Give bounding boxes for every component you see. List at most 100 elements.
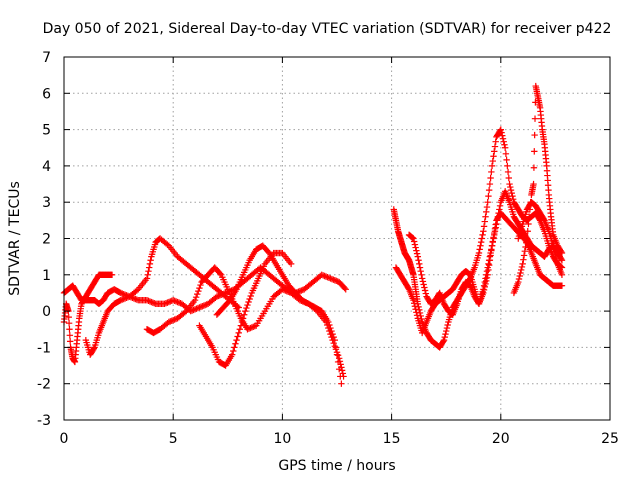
- data-point-interp: [558, 255, 565, 263]
- data-point-interp: [412, 306, 419, 313]
- data-point-interp: [145, 264, 153, 271]
- data-point-interp: [216, 270, 224, 277]
- data-point-interp: [248, 324, 256, 331]
- data-point: [327, 275, 334, 282]
- y-tick-label: 0: [42, 304, 51, 320]
- data-point-interp: [466, 270, 473, 278]
- series-pass-f: [213, 242, 345, 387]
- data-point-interp: [481, 218, 488, 225]
- data-point: [242, 307, 249, 315]
- data-point-interp: [175, 299, 183, 306]
- x-tick-label: 0: [60, 431, 69, 447]
- data-point: [515, 278, 522, 286]
- data-point-interp: [164, 241, 171, 248]
- data-point: [480, 228, 487, 235]
- data-point: [117, 297, 124, 304]
- data-point-interp: [194, 290, 201, 298]
- data-point-interp: [329, 330, 336, 338]
- data-point-interp: [334, 352, 342, 359]
- data-point-interp: [419, 278, 427, 285]
- data-point-interp: [551, 248, 558, 256]
- data-point-interp: [552, 254, 560, 262]
- series-pass-i: [405, 188, 566, 318]
- data-point-interp: [332, 344, 340, 351]
- data-point-interp: [145, 267, 152, 275]
- data-point-interp: [485, 257, 493, 264]
- data-point-interp: [165, 298, 173, 306]
- x-tick-label: 5: [169, 431, 178, 447]
- data-point: [418, 275, 426, 282]
- data-point: [550, 242, 557, 249]
- data-point-interp: [202, 301, 209, 309]
- data-point-interp: [238, 318, 246, 326]
- data-point-interp: [483, 271, 490, 278]
- x-axis-label: GPS time / hours: [278, 458, 395, 474]
- data-point: [558, 249, 566, 257]
- data-point: [410, 235, 417, 242]
- series-pass-b: [60, 271, 116, 366]
- data-point-interp: [171, 297, 178, 305]
- data-point: [484, 264, 491, 271]
- data-point: [279, 286, 286, 293]
- data-point-interp: [479, 231, 486, 239]
- data-point-interp: [441, 333, 448, 341]
- series-pass-e: [196, 249, 295, 369]
- data-point: [287, 260, 295, 268]
- data-point: [318, 271, 325, 278]
- data-point-interp: [411, 241, 419, 248]
- data-point: [480, 286, 487, 293]
- data-point-interp: [239, 315, 247, 322]
- data-point-interp: [507, 186, 515, 194]
- data-point-interp: [328, 327, 335, 335]
- data-point-interp: [130, 295, 138, 302]
- data-point-interp: [421, 284, 428, 291]
- y-tick-label: 1: [42, 268, 51, 284]
- y-tick-label: -1: [37, 340, 51, 356]
- data-point-interp: [504, 168, 512, 176]
- data-point-interp: [335, 365, 343, 373]
- y-tick-label: 4: [42, 159, 51, 175]
- data-point-interp: [478, 235, 486, 242]
- data-point-interp: [195, 287, 202, 295]
- data-point-interp: [164, 299, 171, 306]
- data-point: [410, 297, 417, 304]
- data-point-interp: [492, 224, 499, 231]
- data-point-interp: [331, 342, 339, 350]
- y-tick-label: 5: [42, 123, 51, 139]
- y-tick-label: 3: [42, 195, 51, 211]
- data-point-interp: [410, 238, 418, 245]
- data-point-interp: [245, 298, 252, 306]
- data-point: [143, 297, 151, 304]
- data-point-interp: [552, 251, 559, 259]
- data-point: [228, 351, 236, 358]
- data-point-interp: [333, 277, 340, 285]
- data-point-interp: [530, 164, 538, 171]
- data-point-interp: [491, 148, 498, 155]
- data-point-interp: [491, 228, 499, 235]
- data-point: [484, 199, 491, 206]
- data-point-interp: [531, 131, 538, 139]
- data-point-interp: [416, 260, 423, 268]
- data-point-interp: [490, 153, 497, 160]
- data-point-interp: [517, 266, 525, 274]
- data-point-interp: [119, 290, 126, 297]
- data-point-interp: [409, 234, 416, 242]
- series-pass-a: [60, 264, 349, 315]
- y-tick-label: 2: [42, 232, 51, 248]
- data-point-interp: [475, 299, 482, 306]
- data-point-interp: [191, 306, 199, 313]
- data-point-interp: [521, 248, 529, 255]
- data-point-interp: [421, 287, 429, 294]
- data-point-interp: [145, 297, 152, 305]
- y-axis-label: SDTVAR / TECUs: [7, 181, 23, 296]
- x-tick-label: 15: [383, 431, 401, 447]
- data-point-interp: [415, 257, 422, 264]
- data-point-interp: [197, 281, 204, 289]
- data-point-interp: [522, 243, 529, 251]
- data-point-interp: [240, 311, 248, 318]
- data-point-interp: [151, 300, 158, 307]
- data-point-interp: [486, 253, 494, 260]
- data-point-interp: [190, 306, 197, 314]
- data-point-interp: [495, 209, 502, 217]
- data-point-interp: [181, 309, 189, 316]
